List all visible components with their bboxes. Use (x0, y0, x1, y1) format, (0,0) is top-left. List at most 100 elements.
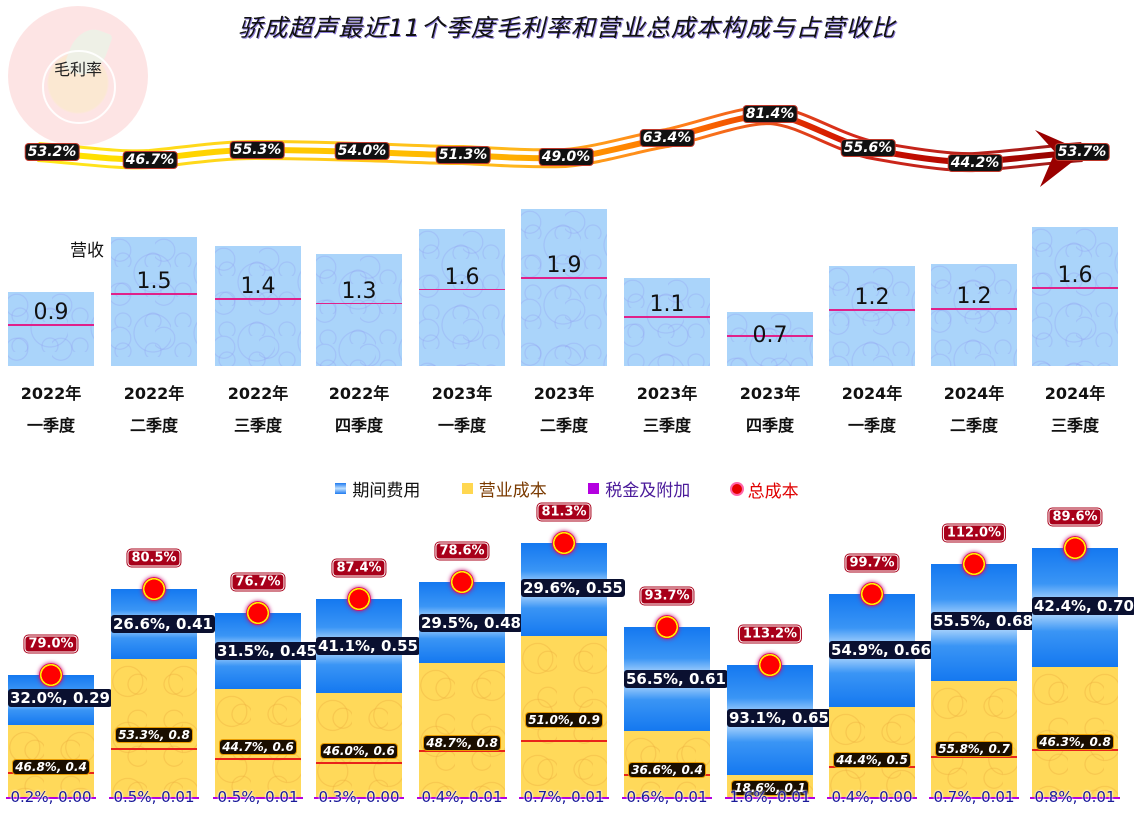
revenue-midline (215, 298, 301, 300)
tax-segment (213, 797, 303, 799)
revenue-midline (1032, 287, 1118, 289)
quarter-label: 2024年 三季度 (1025, 378, 1125, 442)
total-cost-dot-icon[interactable] (1063, 536, 1087, 560)
revenue-reference-line (419, 750, 505, 752)
revenue-reference-line (316, 762, 402, 764)
operating-cost-label: 55.8%, 0.7 (931, 738, 1017, 757)
period-expense-value: 54.9%, 0.66 (829, 641, 933, 659)
total-cost-dot-icon[interactable] (860, 582, 884, 606)
tax-label: 0.5%, 0.01 (217, 788, 299, 806)
logo-label: 毛利率 (54, 60, 103, 79)
revenue-bar[interactable]: 1.5 (111, 237, 197, 366)
operating-cost-label: 53.3%, 0.8 (111, 724, 197, 743)
yellow-swatch-icon (461, 483, 473, 494)
quarter-label: 2022年 一季度 (1, 378, 101, 442)
gross-margin-value: 53.7% (1055, 144, 1109, 160)
cost-stacked-bar[interactable]: 31.5%, 0.45 44.7%, 0.6 (215, 613, 319, 798)
total-cost-dot-icon[interactable] (552, 531, 576, 555)
season-label: 四季度 (334, 416, 383, 435)
operating-cost-label: 44.4%, 0.5 (829, 749, 915, 768)
revenue-midline (931, 308, 1017, 310)
tax-label: 0.3%, 0.00 (318, 788, 400, 806)
year-label: 2024年 (1044, 384, 1106, 403)
revenue-midline (419, 288, 505, 291)
revenue-bar[interactable]: 1.2 (931, 264, 1017, 366)
season-label: 二季度 (949, 416, 998, 435)
revenue-bar[interactable]: 1.6 (1032, 227, 1118, 366)
tax-segment (314, 797, 404, 799)
year-label: 2024年 (943, 384, 1005, 403)
gross-margin-value: 81.4% (743, 106, 797, 122)
operating-cost-label: 46.8%, 0.4 (8, 756, 94, 775)
cost-stacked-bar[interactable]: 93.1%, 0.65 18.6%, 0.1 (727, 665, 831, 798)
cost-stacked-bar[interactable]: 42.4%, 0.70 46.3%, 0.8 (1032, 548, 1134, 798)
total-cost-dot-icon[interactable] (39, 663, 63, 687)
total-cost-value: 78.6% (436, 543, 488, 559)
tax-label: 1.6%, 0.01 (729, 788, 811, 806)
total-cost-dot-icon[interactable] (347, 587, 371, 611)
revenue-bar[interactable]: 0.9 (8, 292, 94, 366)
tax-segment (622, 797, 712, 799)
total-cost-dot-icon[interactable] (655, 615, 679, 639)
cost-stacked-bar[interactable]: 56.5%, 0.61 36.6%, 0.4 (624, 627, 728, 798)
revenue-reference-line (111, 748, 197, 750)
period-expense-label: 93.1%, 0.65 (727, 708, 831, 727)
gross-margin-value: 51.3% (436, 147, 490, 163)
year-label: 2022年 (227, 384, 289, 403)
season-label: 三季度 (642, 416, 691, 435)
quarter-label: 2023年 一季度 (412, 378, 512, 442)
year-label: 2022年 (328, 384, 390, 403)
revenue-midline (727, 335, 813, 337)
total-cost-value: 81.3% (538, 504, 590, 520)
revenue-value: 0.7 (752, 323, 788, 349)
total-cost-dot-icon[interactable] (450, 570, 474, 594)
tax-label: 0.7%, 0.01 (933, 788, 1015, 806)
legend-item-tax[interactable]: 税金及附加 (588, 476, 690, 501)
cost-stacked-bar[interactable]: 29.5%, 0.48 48.7%, 0.8 (419, 582, 523, 798)
legend-item-total-cost[interactable]: 总成本 (731, 477, 799, 502)
total-cost-dot-icon[interactable] (962, 552, 986, 576)
period-expense-value: 42.4%, 0.70 (1032, 597, 1134, 615)
period-expense-value: 41.1%, 0.55 (316, 637, 420, 655)
year-label: 2023年 (431, 384, 493, 403)
total-cost-value: 112.0% (943, 525, 1005, 541)
total-cost-dot-icon[interactable] (246, 601, 270, 625)
total-cost-dot-icon[interactable] (142, 577, 166, 601)
total-cost-dot-icon[interactable] (758, 653, 782, 677)
operating-cost-value: 44.7%, 0.6 (220, 740, 296, 754)
season-label: 四季度 (745, 416, 794, 435)
tax-label: 0.8%, 0.01 (1034, 788, 1116, 806)
operating-cost-label: 36.6%, 0.4 (624, 759, 710, 778)
revenue-bar[interactable]: 1.4 (215, 246, 301, 366)
revenue-bar[interactable]: 1.9 (521, 209, 607, 366)
revenue-axis-label: 营收 (70, 241, 104, 261)
revenue-bar[interactable]: 1.3 (316, 254, 402, 366)
revenue-bar[interactable]: 1.1 (624, 278, 710, 366)
revenue-reference-line (521, 740, 607, 742)
cost-stacked-bar[interactable]: 32.0%, 0.29 46.8%, 0.4 (8, 675, 112, 798)
cost-stacked-bar[interactable]: 54.9%, 0.66 44.4%, 0.5 (829, 594, 933, 798)
quarter-label: 2024年二季度 (924, 378, 1024, 442)
operating-cost-segment (419, 663, 505, 798)
purple-swatch-icon (588, 483, 600, 494)
legend-item-period-expense[interactable]: 期间费用 (335, 476, 420, 501)
year-label: 2024年 (841, 384, 903, 403)
period-expense-label: 26.6%, 0.41 (111, 614, 215, 633)
revenue-bar[interactable]: 1.6 (419, 229, 505, 366)
cost-stacked-bar[interactable]: 26.6%, 0.41 53.3%, 0.8 (111, 589, 215, 798)
period-expense-value: 26.6%, 0.41 (111, 615, 215, 633)
revenue-bar[interactable]: 1.2 (829, 266, 915, 366)
legend-item-operating-cost[interactable]: 营业成本 (461, 476, 547, 501)
cost-stacked-bar[interactable]: 29.6%, 0.55 51.0%, 0.9 (521, 543, 625, 798)
period-expense-label: 41.1%, 0.55 (316, 636, 420, 655)
revenue-bar[interactable]: 0.7 (727, 312, 813, 366)
cost-stacked-bar[interactable]: 55.5%, 0.68 55.8%, 0.7 (931, 564, 1035, 798)
period-expense-value: 55.5%, 0.68 (931, 612, 1035, 630)
operating-cost-label: 46.0%, 0.6 (316, 740, 402, 759)
operating-cost-value: 51.0%, 0.9 (526, 713, 602, 727)
season-label: 二季度 (539, 416, 588, 435)
period-expense-value: 31.5%, 0.45 (215, 642, 319, 660)
gross-margin-value: 44.2% (948, 155, 1002, 171)
cost-stacked-bar[interactable]: 41.1%, 0.55 46.0%, 0.6 (316, 599, 420, 798)
period-expense-label: 56.5%, 0.61 (624, 669, 728, 688)
